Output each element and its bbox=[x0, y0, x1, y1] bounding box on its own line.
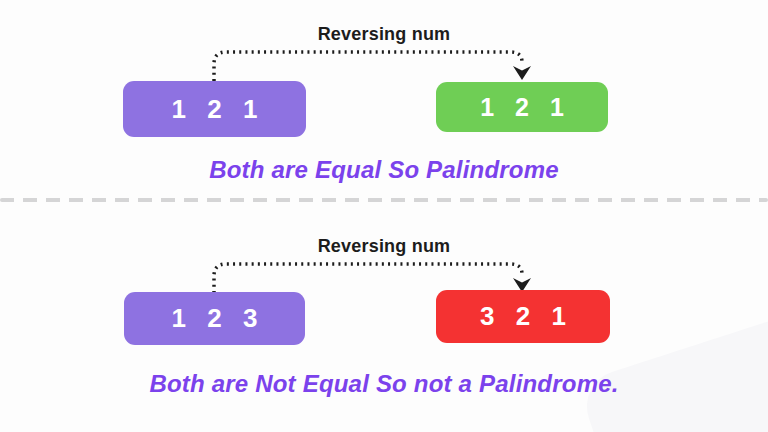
reversed-number-box: 3 2 1 bbox=[436, 290, 610, 343]
original-number-box: 1 2 3 bbox=[124, 292, 305, 345]
original-number-box: 1 2 1 bbox=[123, 81, 306, 137]
dashed-divider bbox=[0, 198, 768, 202]
reversing-arrow bbox=[200, 260, 536, 294]
reversed-number-box: 1 2 1 bbox=[436, 82, 608, 132]
reversing-num-label: Reversing num bbox=[0, 236, 768, 257]
arrowhead-icon bbox=[513, 66, 531, 80]
reversing-num-label: Reversing num bbox=[0, 24, 768, 45]
palindrome-result-caption: Both are Equal So Palindrome bbox=[0, 156, 768, 184]
dotted-arrow-path bbox=[214, 264, 522, 293]
dotted-arrow-path bbox=[214, 52, 522, 81]
not-palindrome-result-caption: Both are Not Equal So not a Palindrome. bbox=[0, 370, 768, 398]
reversing-arrow bbox=[200, 48, 536, 82]
